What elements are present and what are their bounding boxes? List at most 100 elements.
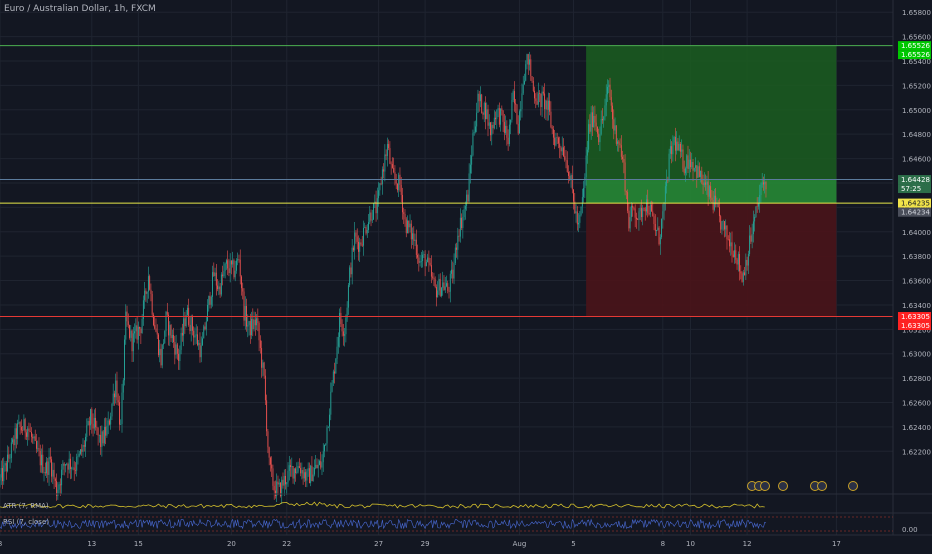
candle-body <box>196 334 197 335</box>
candle-body <box>719 207 720 216</box>
candle-body <box>642 208 643 217</box>
candle-body <box>382 169 383 184</box>
candle-body <box>701 171 702 183</box>
candle-body <box>748 254 749 265</box>
candle-body <box>6 463 7 471</box>
candle-body <box>245 306 246 321</box>
candle-body <box>101 431 102 447</box>
candle-body <box>449 291 450 292</box>
atr-label[interactable]: ATR (7, RMA) <box>3 502 49 510</box>
candle-body <box>181 333 182 350</box>
candle-body <box>583 188 584 197</box>
candle-body <box>617 141 618 143</box>
candle-body <box>295 469 296 474</box>
candle-body <box>296 472 297 474</box>
candle-body <box>611 97 612 106</box>
candle-body <box>581 207 582 216</box>
price-tick-label: 1.62400 <box>902 424 931 432</box>
candle-body <box>349 267 350 285</box>
candle-body <box>183 318 184 335</box>
candle-body <box>750 236 751 242</box>
candle-body <box>695 165 696 168</box>
candle-body <box>623 159 624 162</box>
candle-body <box>384 154 385 171</box>
candle-body <box>447 283 448 291</box>
candle-body <box>397 184 398 191</box>
candle-body <box>44 472 45 473</box>
candle-body <box>18 422 19 423</box>
candle-body <box>657 228 658 230</box>
candle-body <box>727 226 728 240</box>
candle-body <box>711 198 712 200</box>
candle-body <box>134 331 135 333</box>
candle-body <box>149 276 150 290</box>
candle-body <box>47 462 48 475</box>
candle-body <box>465 206 466 209</box>
candle-body <box>350 267 351 274</box>
candle-body <box>559 144 560 148</box>
candle-body <box>666 180 667 186</box>
candle-body <box>359 242 360 251</box>
candle-body <box>254 320 255 330</box>
candle-body <box>133 333 134 351</box>
candle-body <box>685 168 686 173</box>
candle-body <box>621 145 622 157</box>
candle-body <box>301 470 302 473</box>
rsi-label[interactable]: RSI (7, close) <box>3 518 49 526</box>
candle-body <box>231 260 232 264</box>
candle-body <box>456 248 457 250</box>
candle-body <box>182 333 183 336</box>
candle-body <box>259 323 260 340</box>
candle-body <box>237 259 238 261</box>
candle-body <box>8 455 9 459</box>
candle-body <box>637 219 638 220</box>
candle-body <box>169 325 170 335</box>
candle-body <box>55 479 56 481</box>
candle-body <box>235 271 236 278</box>
candle-body <box>172 335 173 338</box>
candle-body <box>233 260 234 277</box>
candle-body <box>166 312 167 331</box>
candle-body <box>212 272 213 297</box>
time-tick-label: 13 <box>87 540 96 548</box>
candle-body <box>178 354 179 361</box>
candle-body <box>557 137 558 138</box>
candle-body <box>59 484 60 489</box>
rsi-axis-tick: 0.00 <box>902 526 918 534</box>
candle-body <box>584 177 585 188</box>
candle-body <box>200 343 201 357</box>
candle-body <box>81 449 82 452</box>
candle-body <box>184 318 185 326</box>
candle-body <box>470 165 471 174</box>
candle-body <box>65 464 66 466</box>
candle-body <box>108 420 109 425</box>
candle-body <box>343 331 344 335</box>
candle-body <box>274 486 275 491</box>
candle-body <box>654 216 655 224</box>
candle-body <box>635 209 636 218</box>
candle-body <box>547 101 548 110</box>
candle-body <box>679 144 680 151</box>
candle-body <box>662 211 663 219</box>
candle-body <box>442 282 443 287</box>
price-tick-label: 1.62600 <box>902 400 931 408</box>
candle-body <box>573 189 574 201</box>
candle-body <box>435 279 436 287</box>
candle-body <box>71 468 72 469</box>
candle-body <box>272 468 273 486</box>
candle-body <box>656 230 657 231</box>
candle-body <box>88 421 89 425</box>
candle-body <box>100 435 101 447</box>
candle-body <box>689 160 690 169</box>
event-badge-icon <box>849 482 858 491</box>
candle-body <box>324 445 325 452</box>
candle-body <box>122 393 123 424</box>
price-tick-label: 1.65400 <box>902 58 931 66</box>
candle-body <box>264 362 265 375</box>
candle-body <box>266 400 267 431</box>
time-tick-label: 22 <box>282 540 291 548</box>
candle-body <box>422 255 423 261</box>
candle-body <box>22 430 23 431</box>
